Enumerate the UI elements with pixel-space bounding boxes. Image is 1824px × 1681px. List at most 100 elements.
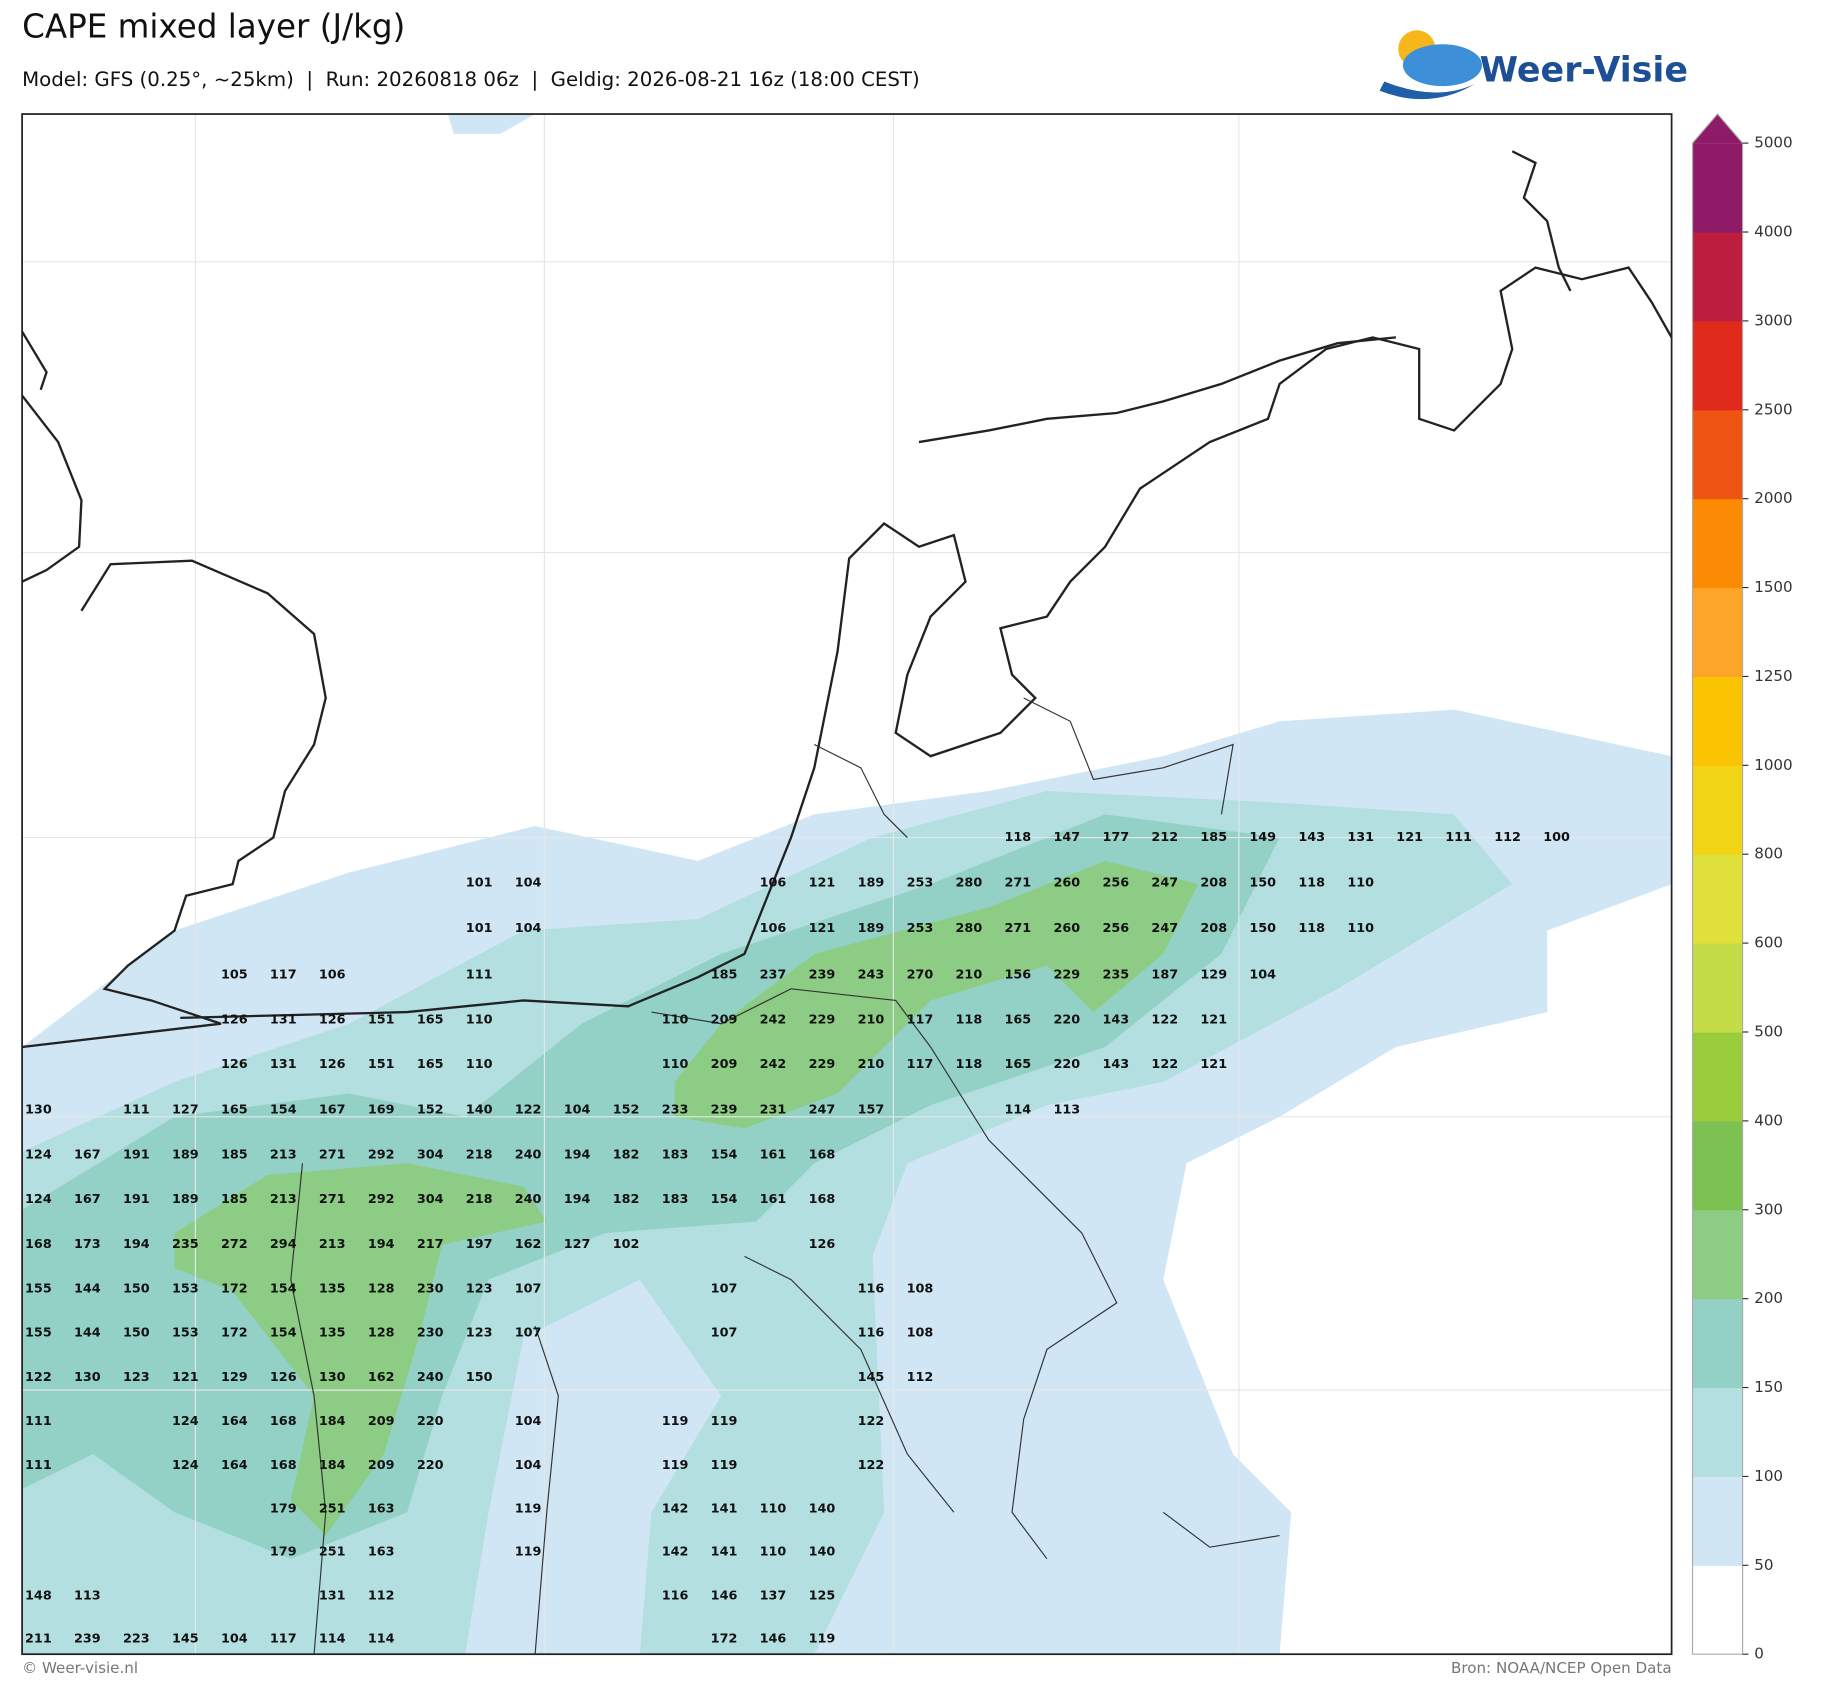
colorbar-tick-label: 600 xyxy=(1754,934,1783,952)
value-label: 270 xyxy=(907,967,934,982)
colorbar-segment xyxy=(1692,587,1743,678)
value-label: 242 xyxy=(760,1013,787,1028)
value-label: 140 xyxy=(809,1544,836,1559)
value-label: 119 xyxy=(515,1501,542,1516)
value-label: 131 xyxy=(270,1057,297,1072)
value-label: 194 xyxy=(123,1237,150,1252)
value-label: 126 xyxy=(809,1237,836,1252)
value-label: 117 xyxy=(270,967,297,982)
value-label: 164 xyxy=(221,1414,248,1429)
value-label: 126 xyxy=(319,1057,346,1072)
value-label: 242 xyxy=(760,1057,787,1072)
value-label: 142 xyxy=(662,1501,689,1516)
value-label: 142 xyxy=(662,1544,689,1559)
value-label: 144 xyxy=(74,1281,101,1296)
value-label: 217 xyxy=(417,1237,444,1252)
value-label: 184 xyxy=(319,1414,346,1429)
colorbar-segment xyxy=(1692,498,1743,589)
value-label: 194 xyxy=(368,1237,395,1252)
colorbar-tick-label: 150 xyxy=(1754,1378,1783,1396)
value-label: 218 xyxy=(466,1192,493,1207)
value-label: 111 xyxy=(1445,830,1472,845)
value-label: 126 xyxy=(319,1013,346,1028)
colorbar-tick-label: 0 xyxy=(1754,1645,1764,1663)
value-label: 119 xyxy=(809,1632,836,1647)
value-label: 100 xyxy=(1543,830,1570,845)
value-label: 294 xyxy=(270,1237,297,1252)
value-label: 155 xyxy=(25,1281,52,1296)
value-label: 131 xyxy=(270,1013,297,1028)
value-label: 110 xyxy=(1347,875,1374,890)
value-label: 123 xyxy=(466,1281,493,1296)
value-label: 183 xyxy=(662,1192,689,1207)
value-label: 210 xyxy=(858,1013,885,1028)
value-label: 104 xyxy=(515,1458,542,1473)
value-label: 271 xyxy=(319,1192,346,1207)
value-label: 117 xyxy=(270,1632,297,1647)
value-label: 110 xyxy=(760,1501,787,1516)
value-label: 150 xyxy=(1249,921,1276,936)
colorbar-tick-label: 800 xyxy=(1754,845,1783,863)
value-label: 126 xyxy=(221,1013,248,1028)
value-label: 145 xyxy=(858,1370,885,1385)
value-label: 220 xyxy=(417,1414,444,1429)
value-label: 161 xyxy=(760,1192,787,1207)
value-label: 237 xyxy=(760,967,787,982)
value-label: 121 xyxy=(172,1370,199,1385)
colorbar-outline xyxy=(1691,113,1744,1655)
value-label: 104 xyxy=(515,875,542,890)
value-label: 209 xyxy=(368,1414,395,1429)
value-label: 107 xyxy=(515,1281,542,1296)
value-label: 162 xyxy=(515,1237,542,1252)
colorbar-segment xyxy=(1692,943,1743,1033)
value-label: 125 xyxy=(809,1589,836,1604)
value-label: 111 xyxy=(25,1414,52,1429)
value-label: 153 xyxy=(172,1281,199,1296)
value-label: 271 xyxy=(1005,921,1032,936)
title: CAPE mixed layer (J/kg) xyxy=(22,7,405,45)
value-label: 177 xyxy=(1102,830,1129,845)
logo: Weer-Visie xyxy=(1379,30,1688,100)
colorbar-tick-label: 4000 xyxy=(1754,223,1792,241)
value-label: 121 xyxy=(809,875,836,890)
value-label: 218 xyxy=(466,1148,493,1163)
value-label: 165 xyxy=(417,1013,444,1028)
value-label: 113 xyxy=(74,1589,101,1604)
value-label: 124 xyxy=(172,1414,199,1429)
value-label: 119 xyxy=(711,1414,738,1429)
value-label: 119 xyxy=(662,1414,689,1429)
colorbar-segment xyxy=(1692,1565,1743,1655)
credit: © Weer-visie.nl xyxy=(22,1659,138,1677)
value-label: 150 xyxy=(466,1370,493,1385)
value-label: 122 xyxy=(1151,1057,1178,1072)
value-label: 131 xyxy=(1347,830,1374,845)
value-label: 117 xyxy=(907,1057,934,1072)
value-label: 126 xyxy=(221,1057,248,1072)
value-label: 229 xyxy=(1053,967,1080,982)
value-label: 272 xyxy=(221,1237,248,1252)
value-label: 129 xyxy=(1200,967,1227,982)
value-label: 251 xyxy=(319,1544,346,1559)
value-label: 104 xyxy=(515,1414,542,1429)
value-label: 150 xyxy=(123,1326,150,1341)
value-label: 116 xyxy=(858,1281,885,1296)
value-label: 112 xyxy=(907,1370,934,1385)
value-label: 123 xyxy=(123,1370,150,1385)
value-label: 124 xyxy=(172,1458,199,1473)
value-label: 144 xyxy=(74,1326,101,1341)
value-label: 235 xyxy=(172,1237,199,1252)
value-label: 172 xyxy=(221,1281,248,1296)
value-label: 168 xyxy=(809,1192,836,1207)
value-label: 172 xyxy=(711,1632,738,1647)
value-label: 127 xyxy=(564,1237,591,1252)
value-label: 239 xyxy=(809,967,836,982)
value-label: 185 xyxy=(1200,830,1227,845)
value-label: 107 xyxy=(711,1281,738,1296)
value-label: 118 xyxy=(1298,875,1325,890)
colorbar-extend xyxy=(1692,114,1743,144)
value-label: 150 xyxy=(1249,875,1276,890)
value-label: 251 xyxy=(319,1501,346,1516)
value-label: 185 xyxy=(711,967,738,982)
value-label: 117 xyxy=(907,1013,934,1028)
